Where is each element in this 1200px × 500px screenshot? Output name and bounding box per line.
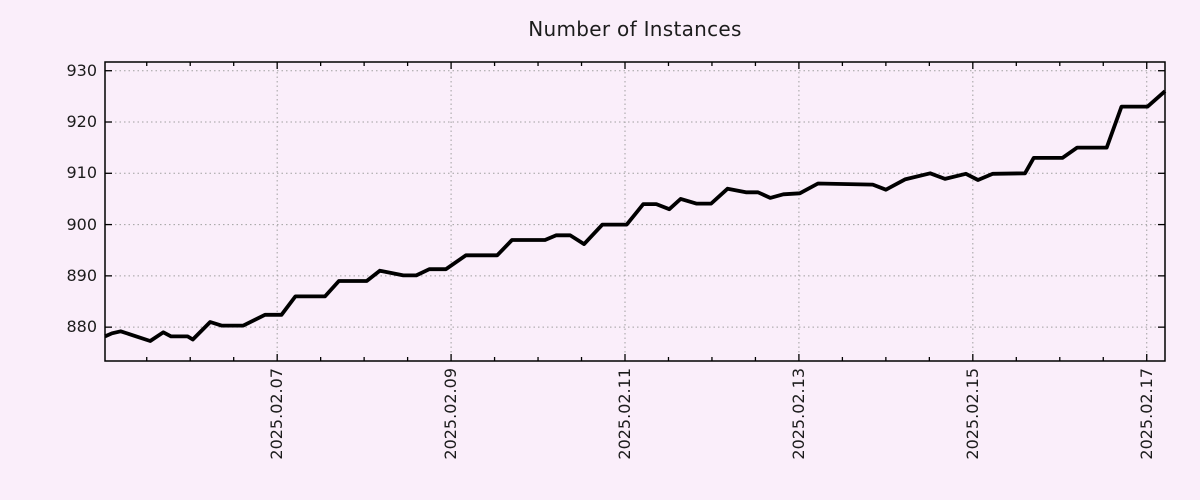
x-tick-label: 2025.02.13	[788, 368, 808, 460]
y-tick-label: 910	[66, 163, 97, 183]
y-tick-label: 930	[66, 60, 97, 80]
y-tick-label: 900	[66, 214, 97, 234]
y-tick-label: 920	[66, 112, 97, 131]
series-line-instances	[104, 89, 1167, 343]
plot-border	[104, 61, 1166, 362]
x-tick-label: 2025.02.17	[1136, 368, 1156, 460]
x-tick-label: 2025.02.15	[962, 368, 982, 460]
x-tick-label: 2025.02.11	[615, 368, 634, 460]
y-tick-label: 890	[66, 265, 97, 285]
y-tick-label: 880	[66, 317, 97, 337]
x-tick-label: 2025.02.07	[267, 368, 287, 460]
chart-title: Number of Instances	[528, 17, 742, 41]
x-tick-label: 2025.02.09	[441, 368, 461, 460]
